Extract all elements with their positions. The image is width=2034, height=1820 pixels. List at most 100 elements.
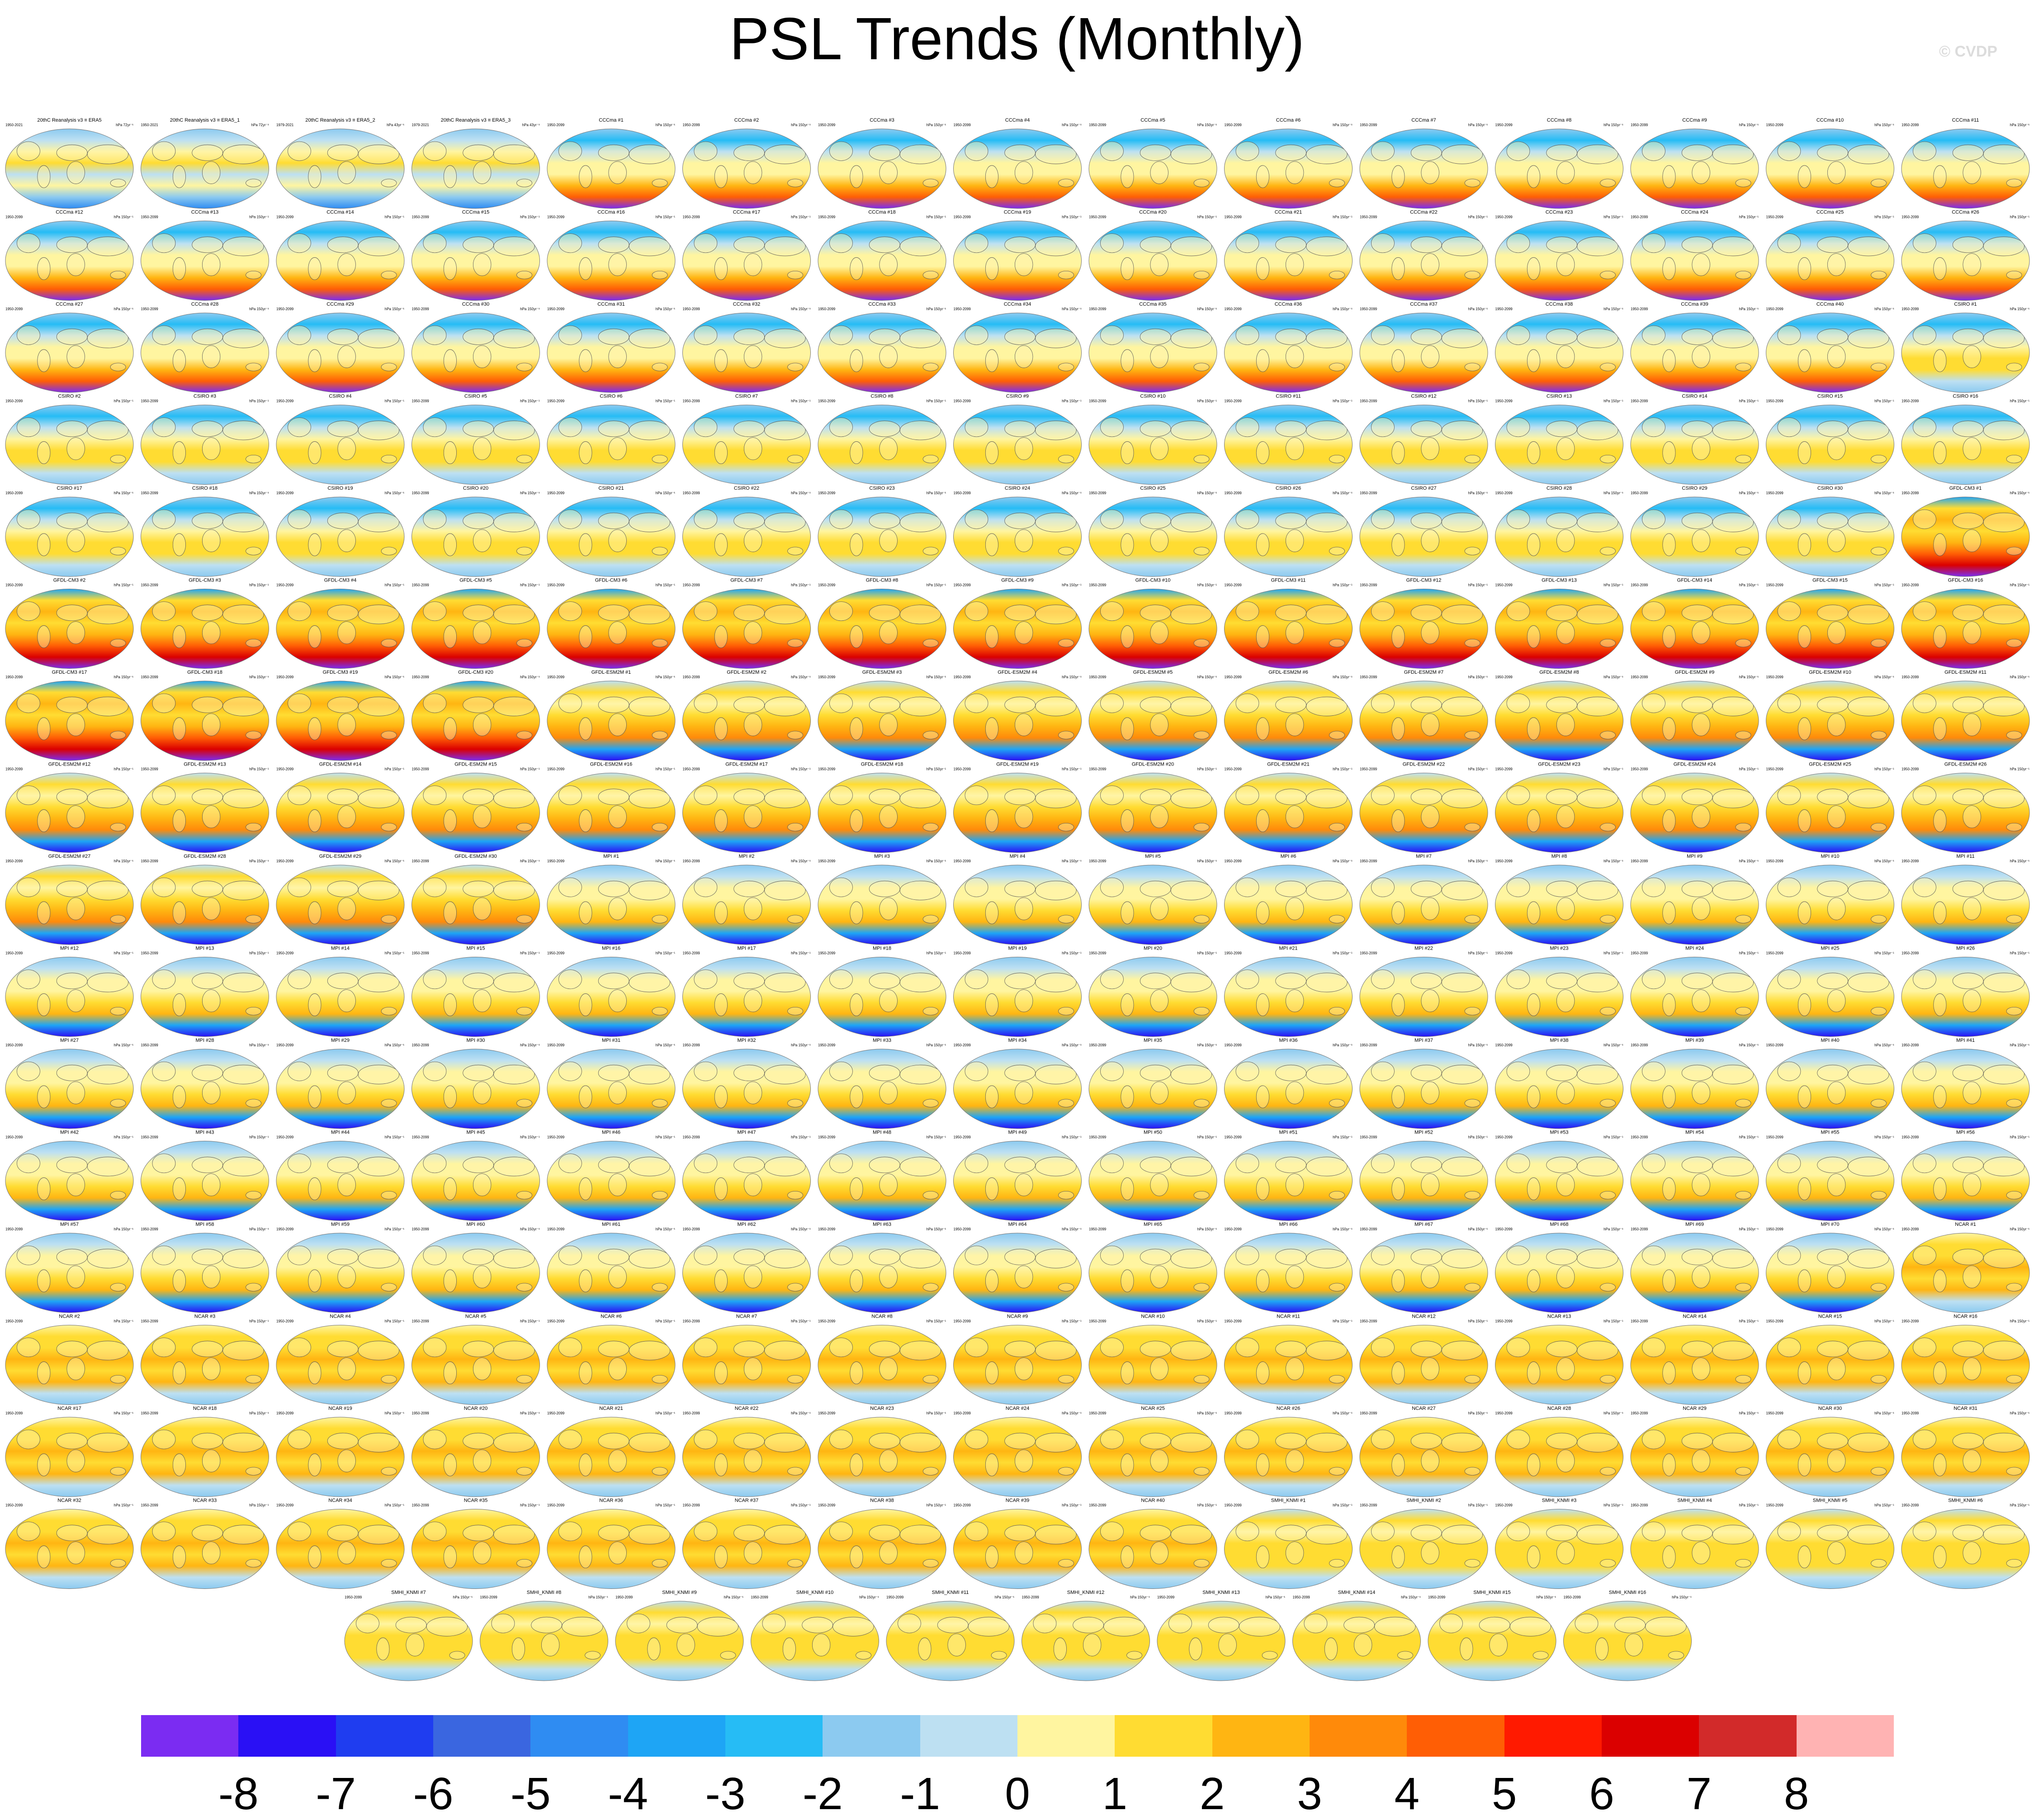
continent-outline	[327, 1064, 359, 1081]
continent-outline	[899, 1157, 941, 1177]
continent-outline	[764, 1064, 806, 1084]
continent-outline	[743, 161, 762, 184]
panel-period: 1950-2099	[683, 1227, 700, 1231]
continent-outline	[202, 1541, 221, 1565]
panel-period: 1950-2099	[1089, 1227, 1107, 1231]
continent-outline	[1952, 1064, 1984, 1081]
continent-outline	[327, 421, 359, 437]
continent-outline	[1410, 1248, 1442, 1265]
panel-period: 1950-2099	[1766, 491, 1784, 495]
colorbar-tick-label: 7	[1686, 1768, 1712, 1819]
panel-units: hPa 150yr⁻¹	[2010, 859, 2030, 863]
continent-outline	[1662, 625, 1676, 648]
continent-outline	[850, 1085, 863, 1108]
watermark: © CVDP	[1939, 43, 1997, 60]
panel-period: 1950-2099	[276, 1135, 294, 1139]
continent-outline	[869, 1248, 900, 1265]
continent-outline	[1662, 993, 1676, 1016]
continent-outline	[1817, 1157, 1849, 1173]
continent-outline	[1193, 454, 1210, 463]
globe-outline	[1495, 1141, 1623, 1221]
globe-outline	[953, 496, 1082, 577]
trend-field	[141, 405, 269, 485]
panel-period: 1950-2099	[1766, 583, 1784, 587]
globe-outline	[5, 1141, 134, 1221]
panel-units: hPa 150yr⁻¹	[1874, 307, 1894, 311]
globe-outline	[1359, 312, 1488, 393]
continent-outline	[1871, 179, 1887, 187]
continent-outline	[1150, 1265, 1168, 1288]
trend-field	[547, 313, 675, 392]
continent-outline	[1193, 1559, 1210, 1568]
continent-outline	[1662, 809, 1676, 832]
panel-period: 1950-2099	[1631, 951, 1648, 955]
continent-outline	[1150, 713, 1168, 736]
globe-outline	[1630, 221, 1759, 301]
trend-field	[818, 313, 946, 392]
panel-period: 1950-2021	[141, 123, 159, 127]
continent-outline	[787, 915, 803, 923]
panel-period: 1950-2099	[1225, 859, 1242, 863]
panel-title: CSIRO #14	[1682, 394, 1707, 399]
panel-title: NCAR #17	[57, 1406, 81, 1411]
panel-units: hPa 150yr⁻¹	[1197, 1135, 1217, 1139]
continent-outline	[1546, 1157, 1578, 1173]
continent-outline	[1058, 454, 1074, 463]
continent-outline	[1506, 1245, 1530, 1265]
continent-outline	[1035, 1157, 1077, 1177]
globe-outline	[276, 1509, 405, 1589]
panel-period: 1950-2099	[1225, 399, 1242, 403]
trend-field	[751, 1601, 879, 1681]
panel-units: hPa 150yr⁻¹	[791, 1043, 811, 1047]
continent-outline	[1275, 1432, 1307, 1449]
panel-period: 1950-2099	[547, 1135, 565, 1139]
continent-outline	[327, 236, 359, 253]
continent-outline	[516, 179, 532, 187]
continent-outline	[1464, 1375, 1481, 1384]
panel-title: MPI #28	[196, 1038, 214, 1043]
trend-field	[412, 589, 540, 669]
continent-outline	[463, 1432, 494, 1449]
continent-outline	[1121, 625, 1134, 648]
panel-title: GFDL-ESM2M #11	[1944, 670, 1987, 675]
continent-outline	[87, 605, 129, 624]
continent-outline	[37, 717, 51, 740]
trend-field	[953, 1233, 1082, 1313]
globe-outline	[1901, 773, 2030, 853]
continent-outline	[1983, 1432, 2025, 1452]
continent-outline	[423, 1061, 447, 1081]
continent-outline	[1575, 1613, 1599, 1633]
continent-outline	[608, 1357, 627, 1380]
continent-outline	[985, 1453, 998, 1476]
continent-outline	[1100, 1522, 1124, 1541]
globe-outline	[953, 1049, 1082, 1129]
globe-outline	[1224, 589, 1353, 669]
continent-outline	[463, 605, 494, 621]
continent-outline	[1952, 421, 1984, 437]
continent-outline	[1848, 973, 1889, 993]
panel-period: 1950-2099	[1495, 1503, 1513, 1508]
panel-title: CCCma #17	[733, 210, 761, 215]
panel-units: hPa 150yr⁻¹	[114, 307, 134, 311]
panel-period: 1950-2099	[547, 215, 565, 219]
continent-outline	[17, 233, 40, 253]
continent-outline	[1035, 1432, 1077, 1452]
continent-outline	[1963, 805, 1981, 828]
continent-outline	[608, 805, 627, 828]
continent-outline	[202, 713, 221, 736]
globe-outline	[547, 221, 676, 301]
continent-outline	[1058, 638, 1074, 648]
panel-title: CSIRO #2	[58, 394, 80, 399]
continent-outline	[1933, 1546, 1947, 1569]
continent-outline	[627, 1613, 650, 1633]
panel-period: 1950-2099	[954, 951, 971, 955]
panel-period: 1950-2099	[141, 1135, 159, 1139]
